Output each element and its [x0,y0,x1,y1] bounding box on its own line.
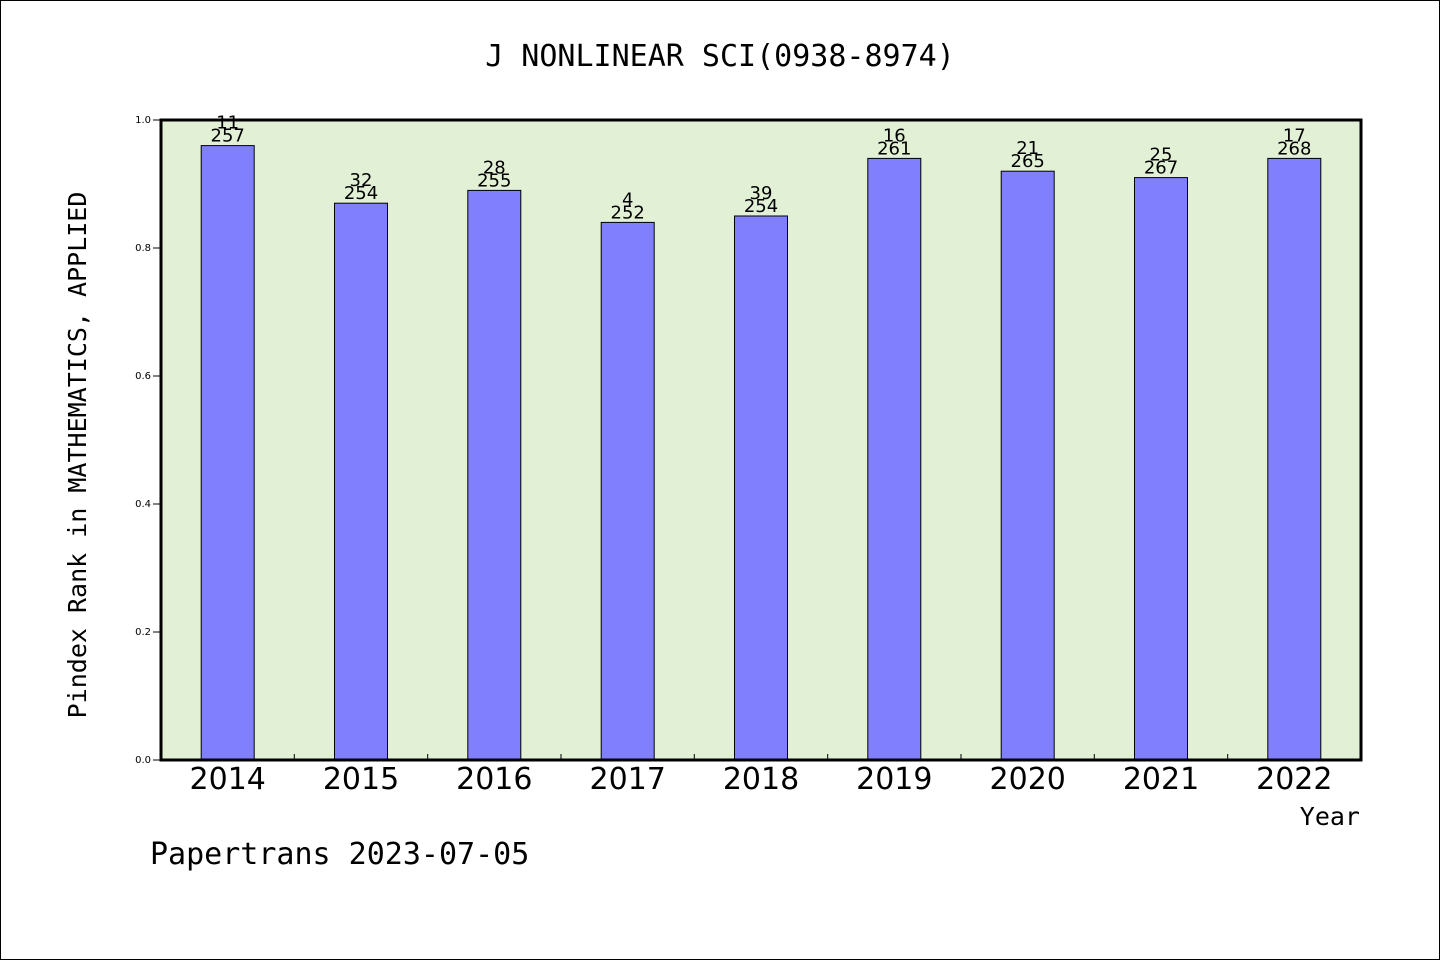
x-tick-label: 2015 [323,762,399,797]
bar-label-total: 261 [877,138,911,159]
bar [1267,157,1322,761]
bar-label-rank: 17 [1283,125,1306,146]
bar-label-rank: 4 [622,189,633,210]
bar-label-total: 254 [344,183,378,204]
plot-border [159,118,1363,762]
bar-label-total: 257 [211,126,245,147]
x-tick-label: 2021 [1123,762,1199,797]
chart-title: J NONLINEAR SCI(0938-8974) [485,39,955,74]
axis-layer: 2014 2015 2016 2017 2018 2019 2020 2021 2022 0.0 0… [135,115,1332,797]
x-tick-label: 2016 [456,762,532,797]
x-tick-label: 2020 [990,762,1066,797]
bar [467,189,522,761]
x-tick-label: 2014 [190,762,266,797]
x-axis-label: Year [1300,802,1360,831]
x-tick-label: 2018 [723,762,799,797]
x-tick-label: 2022 [1256,762,1332,797]
bar-label-total: 254 [744,196,778,217]
y-tick-label: 0.0 [135,755,151,766]
bar-label-total: 268 [1277,138,1311,159]
footer-credit: Papertrans 2023-07-05 [150,837,529,872]
bar [1134,177,1188,761]
y-tick-label: 0.4 [135,499,151,510]
bar-label-rank: 21 [1016,138,1039,159]
bar-label-rank: 16 [883,125,906,146]
bar [1000,170,1055,761]
bar-label-rank: 39 [750,183,773,204]
y-tick-label: 0.2 [135,627,151,638]
bar-label-rank: 25 [1150,145,1173,166]
bars-layer [200,145,1322,761]
bar-label-total: 267 [1144,158,1178,179]
bar [334,202,388,761]
y-tick-label: 0.6 [135,371,151,382]
bar [200,145,255,761]
y-axis-label: Pindex Rank in MATHEMATICS, APPLIED [63,192,92,719]
bar-label-rank: 11 [216,113,239,134]
bar-label-rank: 28 [483,157,506,178]
bar [734,215,788,761]
bar-label-total: 252 [611,202,645,223]
x-tick-label: 2017 [590,762,666,797]
bar-label-rank: 32 [350,170,373,191]
y-tick-label: 1.0 [135,115,151,126]
bar [600,221,655,761]
bar-label-total: 255 [477,170,511,191]
y-tick-label: 0.8 [135,243,151,254]
bar-label-total: 265 [1011,151,1045,172]
bar [867,157,922,761]
x-tick-label: 2019 [856,762,932,797]
